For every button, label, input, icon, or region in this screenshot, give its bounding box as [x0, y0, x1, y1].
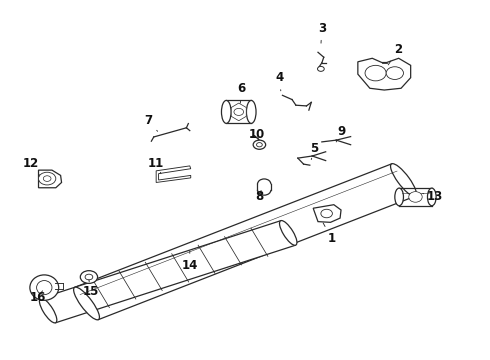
- Polygon shape: [75, 164, 415, 320]
- Text: 12: 12: [23, 157, 39, 175]
- Text: 7: 7: [144, 114, 158, 131]
- Text: 6: 6: [237, 82, 245, 103]
- Polygon shape: [156, 166, 191, 183]
- Circle shape: [386, 67, 403, 80]
- Circle shape: [318, 66, 324, 71]
- Circle shape: [321, 209, 332, 218]
- Circle shape: [365, 66, 386, 81]
- Ellipse shape: [39, 298, 57, 323]
- Ellipse shape: [74, 287, 99, 320]
- Text: 11: 11: [148, 157, 164, 174]
- Text: 16: 16: [29, 291, 46, 303]
- Ellipse shape: [427, 188, 436, 206]
- Circle shape: [253, 140, 266, 149]
- Text: 9: 9: [336, 125, 345, 142]
- Ellipse shape: [30, 275, 59, 300]
- Text: 1: 1: [323, 223, 336, 245]
- Text: 14: 14: [182, 251, 198, 272]
- Ellipse shape: [391, 164, 416, 196]
- Ellipse shape: [246, 100, 256, 123]
- Ellipse shape: [37, 280, 52, 294]
- Polygon shape: [39, 170, 62, 188]
- Text: 4: 4: [275, 71, 284, 91]
- Circle shape: [43, 176, 51, 181]
- Text: 13: 13: [423, 190, 443, 203]
- Circle shape: [39, 172, 56, 185]
- Text: 10: 10: [249, 128, 265, 141]
- Polygon shape: [358, 58, 411, 90]
- Polygon shape: [41, 221, 295, 323]
- Text: 2: 2: [388, 43, 403, 65]
- Polygon shape: [231, 103, 246, 121]
- Circle shape: [80, 271, 98, 283]
- Text: 15: 15: [82, 279, 98, 298]
- Ellipse shape: [221, 100, 231, 123]
- Text: 5: 5: [311, 143, 319, 159]
- Text: 8: 8: [255, 190, 264, 203]
- Circle shape: [234, 108, 244, 116]
- Polygon shape: [313, 205, 341, 222]
- Ellipse shape: [395, 188, 403, 206]
- Ellipse shape: [409, 192, 422, 202]
- Ellipse shape: [279, 221, 297, 245]
- Circle shape: [257, 143, 262, 147]
- Text: 3: 3: [318, 22, 326, 43]
- Circle shape: [85, 274, 93, 280]
